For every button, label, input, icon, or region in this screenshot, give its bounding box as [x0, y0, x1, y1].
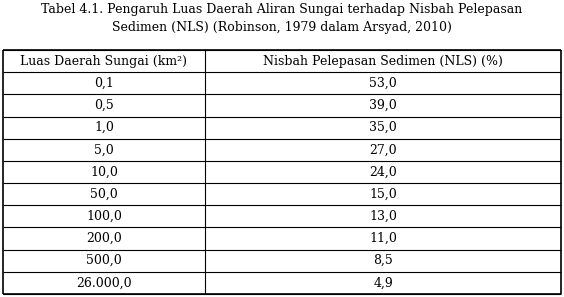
Text: 200,0: 200,0: [86, 232, 122, 245]
Text: 35,0: 35,0: [369, 121, 397, 134]
Text: 100,0: 100,0: [86, 210, 122, 223]
Text: 13,0: 13,0: [369, 210, 397, 223]
Text: 39,0: 39,0: [369, 99, 397, 112]
Text: 53,0: 53,0: [369, 77, 397, 90]
Text: 4,9: 4,9: [373, 277, 393, 289]
Text: 50,0: 50,0: [90, 188, 118, 201]
Text: 500,0: 500,0: [86, 254, 122, 267]
Text: 0,1: 0,1: [94, 77, 114, 90]
Text: 5,0: 5,0: [94, 143, 114, 156]
Text: Nisbah Pelepasan Sedimen (NLS) (%): Nisbah Pelepasan Sedimen (NLS) (%): [263, 55, 503, 68]
Text: Luas Daerah Sungai (km²): Luas Daerah Sungai (km²): [20, 55, 187, 68]
Text: 0,5: 0,5: [94, 99, 114, 112]
Text: 15,0: 15,0: [369, 188, 397, 201]
Text: 27,0: 27,0: [369, 143, 397, 156]
Text: 24,0: 24,0: [369, 165, 397, 178]
Text: 26.000,0: 26.000,0: [76, 277, 132, 289]
Text: Tabel 4.1. Pengaruh Luas Daerah Aliran Sungai terhadap Nisbah Pelepasan: Tabel 4.1. Pengaruh Luas Daerah Aliran S…: [41, 2, 523, 15]
Text: Sedimen (NLS) (Robinson, 1979 dalam Arsyad, 2010): Sedimen (NLS) (Robinson, 1979 dalam Arsy…: [112, 21, 452, 34]
Text: 10,0: 10,0: [90, 165, 118, 178]
Text: 11,0: 11,0: [369, 232, 397, 245]
Text: 8,5: 8,5: [373, 254, 393, 267]
Text: 1,0: 1,0: [94, 121, 114, 134]
